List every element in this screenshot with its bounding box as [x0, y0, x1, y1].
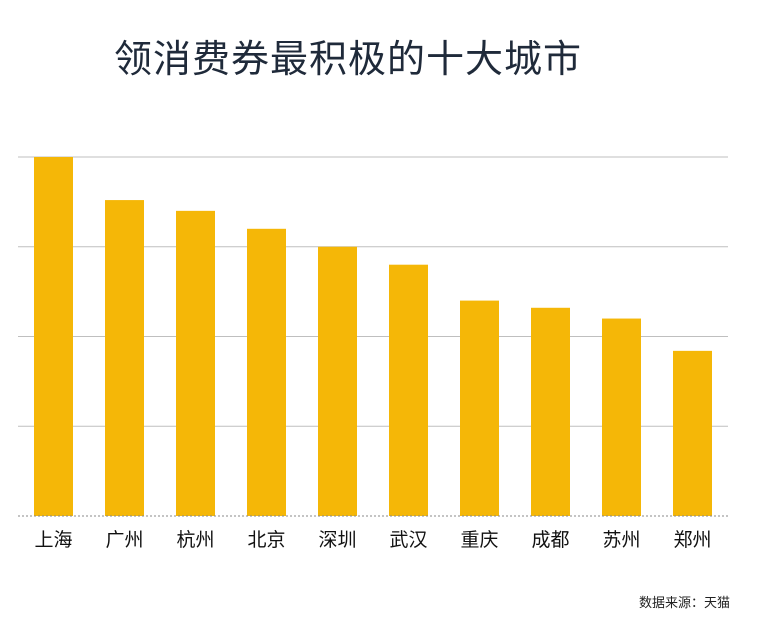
x-tick-label: 武汉 [389, 529, 427, 551]
x-tick-label: 重庆 [460, 529, 498, 551]
x-tick-label: 苏州 [602, 529, 640, 551]
x-tick-label: 郑州 [673, 529, 711, 551]
bar-0 [34, 157, 73, 516]
bar-9 [673, 350, 712, 516]
bar-5 [389, 264, 428, 516]
chart-title: 领消费券最积极的十大城市 [113, 37, 582, 81]
bar-6 [460, 300, 499, 516]
source-note: 数据来源：天猫 [638, 596, 730, 611]
x-tick-label: 杭州 [176, 529, 214, 551]
bars [34, 157, 712, 517]
x-tick-label: 深圳 [318, 529, 356, 551]
bar-3 [247, 228, 286, 517]
x-tick-label: 北京 [247, 529, 285, 551]
x-tick-labels: 上海 广州 杭州 北京 深圳 武汉 重庆 成都 苏州 郑州 [34, 529, 711, 551]
x-tick-label: 成都 [531, 529, 569, 551]
bar-1 [105, 200, 144, 516]
x-tick-label: 上海 [34, 529, 72, 551]
bar-7 [531, 307, 570, 516]
x-tick-label: 广州 [105, 529, 143, 551]
bar-2 [176, 210, 215, 516]
bar-8 [602, 318, 641, 516]
bar-4 [318, 246, 357, 516]
